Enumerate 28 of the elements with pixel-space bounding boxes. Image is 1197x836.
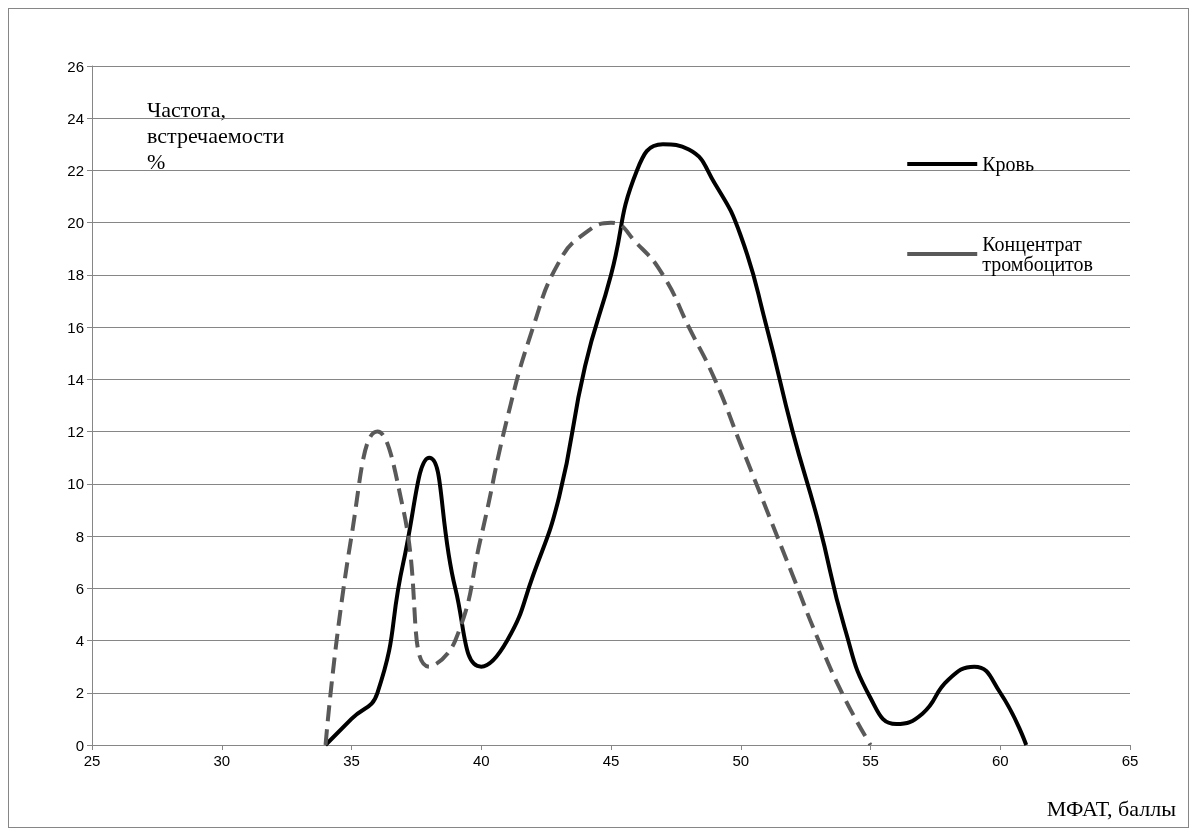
y-tick-label: 12 [67, 423, 84, 441]
y-tick-label: 20 [67, 214, 84, 232]
legend-label: Кровь [982, 153, 1035, 176]
x-axis-title: МФАТ, баллы [1046, 795, 1177, 821]
x-tick-label: 65 [1121, 752, 1139, 769]
y-tick-label: 16 [67, 318, 84, 336]
y-tick-label: 18 [67, 266, 84, 284]
y-tick-label: 6 [75, 579, 84, 597]
x-tick-label: 35 [343, 752, 360, 769]
line-series [323, 220, 873, 747]
y-tick-label: 22 [67, 161, 84, 179]
y-tick-label: 0 [75, 736, 84, 754]
y-tick-label: 14 [67, 370, 84, 388]
y-tick-label: 8 [75, 527, 84, 545]
y-tick-label: 26 [67, 57, 84, 75]
y-axis-title: Частота, встречаемости % [147, 96, 285, 174]
y-tick-label: 4 [75, 632, 84, 650]
x-tick-label: 40 [472, 752, 490, 769]
x-tick-label: 55 [862, 752, 879, 769]
x-tick-label: 25 [83, 752, 101, 769]
x-tick-label: 60 [991, 752, 1009, 769]
x-tick-label: 50 [732, 752, 750, 769]
x-tick-label: 45 [602, 752, 620, 769]
y-tick-label: 24 [67, 109, 84, 127]
y-tick-label: 2 [75, 684, 84, 702]
y-tick-label: 10 [67, 475, 84, 493]
legend-label: Концентрат тромбоцитов [982, 233, 1093, 276]
x-tick-label: 30 [213, 752, 231, 769]
